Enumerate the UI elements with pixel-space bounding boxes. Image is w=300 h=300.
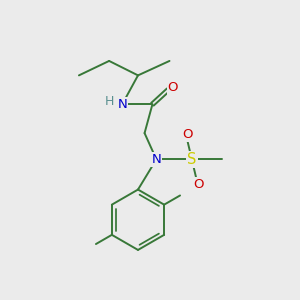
Text: O: O — [193, 178, 204, 191]
Text: N: N — [152, 153, 161, 166]
Text: H: H — [104, 95, 114, 108]
Text: N: N — [117, 98, 127, 111]
Text: O: O — [168, 81, 178, 94]
Text: O: O — [183, 128, 193, 141]
Text: S: S — [187, 152, 196, 167]
